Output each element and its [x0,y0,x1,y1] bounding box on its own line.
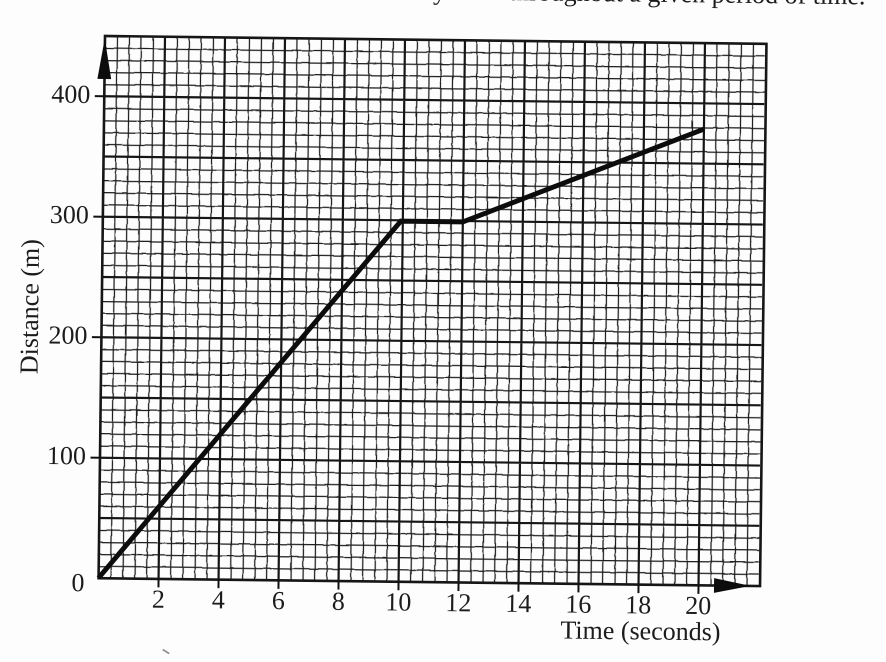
svg-text:16: 16 [565,590,591,619]
svg-text:Distance (m): Distance (m) [14,239,45,374]
svg-text:6: 6 [272,586,285,615]
svg-text:0: 0 [71,568,84,597]
svg-text:18: 18 [625,590,651,619]
svg-text:Time (seconds): Time (seconds) [560,615,720,646]
svg-text:12: 12 [445,588,471,617]
svg-text:14: 14 [505,589,531,618]
svg-text:200: 200 [48,321,87,350]
svg-text:2: 2 [152,585,165,614]
svg-text:10: 10 [385,587,411,616]
svg-text:4: 4 [212,585,225,614]
svg-text:100: 100 [47,441,86,470]
svg-text:8: 8 [332,587,345,616]
svg-text:elled by a car throughout a gi: elled by a car throughout a given period… [363,0,866,10]
svg-text:300: 300 [50,200,89,229]
svg-text:400: 400 [51,80,90,109]
svg-text:20: 20 [685,591,711,620]
